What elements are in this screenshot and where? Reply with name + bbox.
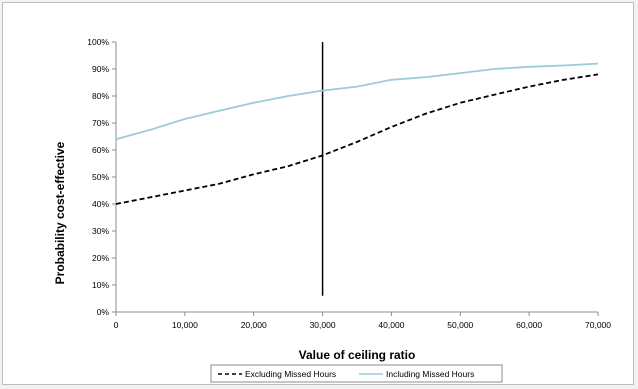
x-tick-label: 60,000 — [516, 320, 542, 330]
legend: Excluding Missed Hours Including Missed … — [210, 364, 503, 383]
series-line-excluding-missed-hours — [115, 73, 599, 205]
y-tick-label: 80% — [92, 91, 109, 101]
y-axis-title: Probability cost-effective — [53, 141, 67, 284]
x-tick-label: 30,000 — [310, 320, 336, 330]
series-line-including-missed-hours — [115, 62, 599, 141]
y-axis: 0% 10% 20% 30% 40% 50% 60% 70% 80% 90% 100% — [87, 37, 117, 317]
y-tick-label: 30% — [92, 226, 109, 236]
y-tick-label: 20% — [92, 253, 109, 263]
x-tick-label: 20,000 — [241, 320, 267, 330]
y-tick-label: 40% — [92, 199, 109, 209]
series-group — [115, 62, 599, 205]
x-axis-title: Value of ceiling ratio — [299, 348, 416, 362]
y-tick-label: 10% — [92, 280, 109, 290]
legend-label-excluding: Excluding Missed Hours — [245, 369, 336, 379]
legend-label-including: Including Missed Hours — [386, 369, 474, 379]
y-tick-label: 70% — [92, 118, 109, 128]
y-tick-label: 60% — [92, 145, 109, 155]
x-tick-label: 0 — [114, 320, 119, 330]
y-tick-label: 0% — [97, 307, 110, 317]
y-tick-label: 50% — [92, 172, 109, 182]
legend-box — [210, 364, 503, 383]
x-axis: 0 10,000 20,000 30,000 40,000 50,000 60,000 70,… — [114, 311, 611, 330]
chart-frame — [2, 2, 634, 385]
x-tick-label: 40,000 — [378, 320, 404, 330]
x-tick-label: 10,000 — [172, 320, 198, 330]
y-tick-label: 90% — [92, 64, 109, 74]
y-tick-label: 100% — [87, 37, 109, 47]
x-tick-label: 50,000 — [447, 320, 473, 330]
x-tick-label: 70,000 — [585, 320, 611, 330]
